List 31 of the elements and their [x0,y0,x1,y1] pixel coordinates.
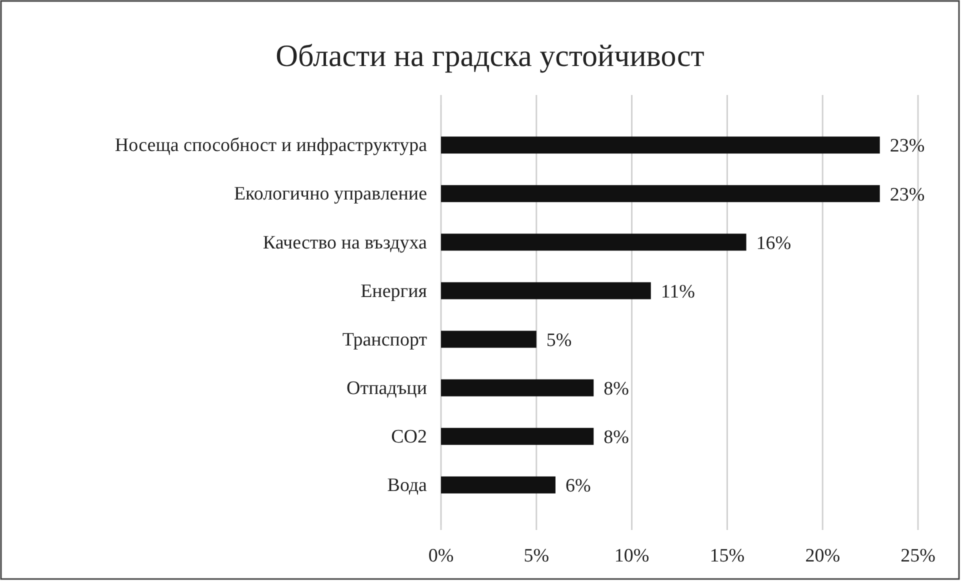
bar [441,476,556,494]
data-label: 11% [660,281,696,302]
data-label: 5% [546,330,572,351]
y-tick-label: Екологично управление [234,184,427,205]
data-label: 8% [604,427,630,448]
y-tick-label: CO2 [391,426,427,448]
y-tick-label: Носеща способност и инфраструктура [114,135,428,156]
x-tick-label: 0% [428,545,454,566]
y-tick-label: Вода [387,475,428,496]
x-tick-label: 15% [710,545,745,566]
data-label: 23% [890,184,925,206]
x-tick-label: 10% [614,545,650,566]
bar [441,282,651,300]
y-tick-label: Качество на въздуха [262,232,428,254]
data-label: 23% [890,136,925,157]
y-tick-label: Транспорт [342,329,428,350]
data-label: 8% [604,378,630,400]
data-label: 16% [756,232,792,254]
bar [441,136,880,154]
data-label: 6% [565,476,591,497]
chart-title: Области на градска устойчивост [276,38,705,73]
x-tick-label: 20% [805,545,840,566]
bar [441,379,594,396]
bar [441,185,880,202]
y-tick-label: Енергия [360,280,428,302]
x-tick-label: 5% [524,545,550,566]
bar [441,428,594,445]
y-tick-label: Отпадъци [346,378,427,399]
bar [441,330,536,348]
x-tick-label: 25% [900,545,936,566]
bar [441,234,746,251]
